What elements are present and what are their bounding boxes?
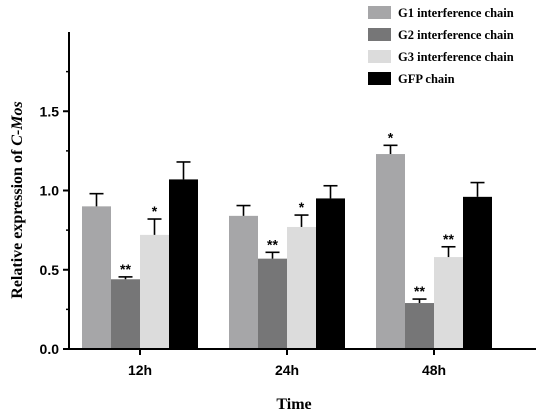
significance-marker: ** — [120, 261, 131, 277]
x-tick-label: 12h — [128, 362, 152, 378]
significance-marker: * — [299, 199, 305, 215]
significance-marker: ** — [443, 231, 454, 247]
legend-label: GFP chain — [398, 72, 455, 86]
y-tick-label: 0.0 — [40, 341, 60, 357]
legend-swatch — [368, 72, 391, 85]
y-axis-title-gene: C-Mos — [9, 101, 26, 145]
x-tick-label: 24h — [275, 362, 299, 378]
significance-marker: ** — [267, 236, 278, 252]
y-axis-title: Relative expression of C-Mos — [9, 101, 26, 298]
legend-swatch — [368, 50, 391, 63]
bar-48h-series-4 — [463, 196, 492, 349]
legend-swatch — [368, 28, 391, 41]
y-axis-title-prefix: Relative expression of — [9, 146, 26, 299]
bar-48h-series-3 — [434, 257, 463, 349]
y-tick-label: 0.5 — [40, 262, 60, 278]
bar-24h-series-2 — [258, 258, 287, 349]
bar-12h-series-3 — [140, 234, 169, 349]
legend: G1 interference chain G2 interference cha… — [368, 6, 514, 86]
x-tick-label: 48h — [422, 362, 446, 378]
bar-24h-series-4 — [316, 198, 345, 349]
bar-24h-series-3 — [287, 226, 316, 349]
significance-marker: * — [152, 203, 158, 219]
y-tick-label: 1.0 — [40, 183, 60, 199]
significance-marker: * — [388, 129, 394, 145]
y-tick-label: 1.5 — [40, 103, 60, 119]
bar-12h-series-4 — [169, 179, 198, 349]
bar-12h-series-2 — [111, 279, 140, 349]
bar-24h-series-1 — [229, 215, 258, 349]
legend-label: G3 interference chain — [398, 50, 514, 64]
legend-label: G2 interference chain — [398, 28, 514, 42]
bar-48h-series-2 — [405, 303, 434, 349]
significance-marker: ** — [414, 283, 425, 299]
x-axis-title: Time — [276, 396, 311, 413]
bar-12h-series-1 — [82, 206, 111, 349]
legend-label: G1 interference chain — [398, 6, 514, 20]
bar-48h-series-1 — [376, 154, 405, 349]
legend-swatch — [368, 6, 391, 19]
